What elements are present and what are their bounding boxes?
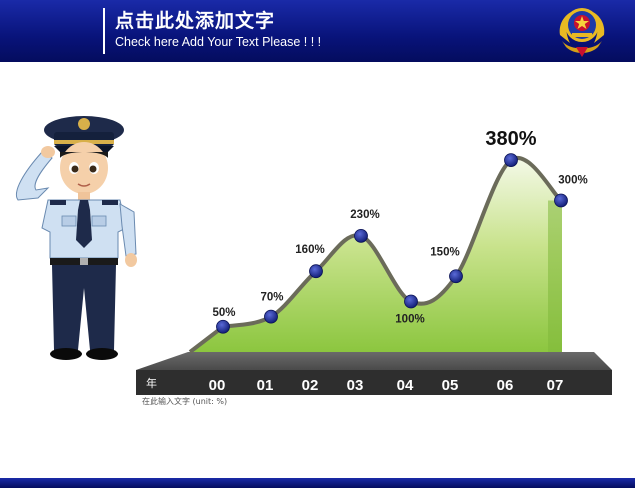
x-tick-label: 00 [209,377,226,394]
x-axis-title: 年 [146,376,157,390]
data-point-marker [309,264,323,279]
chart-platform-top [136,352,612,370]
unit-footnote: 在此输入文字 (unit: %) [142,397,228,406]
police-officer-illustration [16,116,137,360]
x-tick-label: 05 [442,377,459,394]
data-point-marker [404,294,418,309]
area-side-face [548,200,562,352]
chart-platform-front [136,370,612,395]
page-title[interactable]: 点击此处添加文字 [115,10,276,32]
footer-bar [0,478,635,488]
data-point-marker [264,309,278,324]
data-point-marker [354,228,368,243]
police-emblem-icon [559,8,605,57]
data-point-marker [216,319,230,334]
data-label: 380% [485,128,536,150]
data-label: 70% [260,292,283,304]
x-tick-label: 04 [397,377,414,394]
x-tick-label: 07 [547,377,564,394]
data-point-marker [554,193,568,208]
data-label: 230% [350,209,379,221]
data-label: 150% [430,246,459,258]
page-subtitle[interactable]: Check here Add Your Text Please ! ! ! [115,35,322,49]
x-tick-label: 01 [257,377,274,394]
x-tick-label: 02 [302,377,319,394]
header-bar: 点击此处添加文字 Check here Add Your Text Please… [0,0,635,62]
data-point-marker [504,153,518,168]
data-label: 160% [295,244,324,256]
data-label: 50% [212,307,235,319]
x-tick-label: 03 [347,377,364,394]
x-tick-label: 06 [497,377,514,394]
data-label: 100% [395,314,424,326]
header-divider [103,8,105,54]
data-point-marker [449,269,463,284]
data-label: 300% [558,175,587,187]
